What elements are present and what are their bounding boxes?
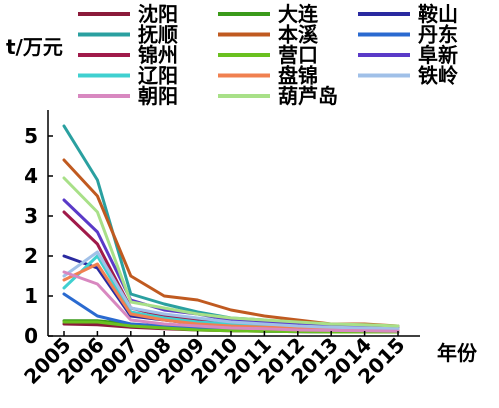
x-axis-label: 年份 [437, 341, 478, 365]
legend-label: 锦州 [138, 43, 178, 67]
plot-area [62, 124, 400, 334]
y-tick-label: 1 [24, 284, 38, 308]
y-tick-label: 0 [24, 324, 38, 348]
series-line [62, 270, 400, 333]
legend-label: 铁岭 [418, 64, 458, 88]
legend-label: 沈阳 [138, 2, 178, 26]
legend-label: 盘锦 [278, 64, 318, 88]
legend-label: 大连 [278, 2, 319, 26]
legend-label: 朝阳 [138, 84, 178, 108]
legend-label: 辽阳 [138, 64, 178, 88]
legend-label: 抚顺 [138, 23, 178, 47]
y-axis-label: t/万元 [6, 35, 63, 59]
legend-label: 丹东 [418, 23, 458, 47]
y-tick-label: 5 [24, 124, 38, 148]
y-axis: 0 1 2 3 4 5 [24, 110, 53, 348]
legend-label: 鞍山 [418, 2, 458, 26]
legend-label: 营口 [278, 43, 318, 67]
series-line [62, 176, 400, 328]
y-tick-label: 2 [24, 244, 38, 268]
legend-label: 葫芦岛 [278, 84, 338, 108]
x-axis: 2005200620072008200920102011201220132014… [19, 331, 420, 389]
y-tick-label: 3 [24, 204, 38, 228]
series-line [62, 250, 400, 331]
series-line [62, 210, 400, 332]
series-line [62, 124, 400, 328]
legend-label: 阜新 [418, 43, 458, 67]
y-tick-label: 4 [24, 164, 38, 188]
legend-label: 本溪 [278, 23, 319, 47]
